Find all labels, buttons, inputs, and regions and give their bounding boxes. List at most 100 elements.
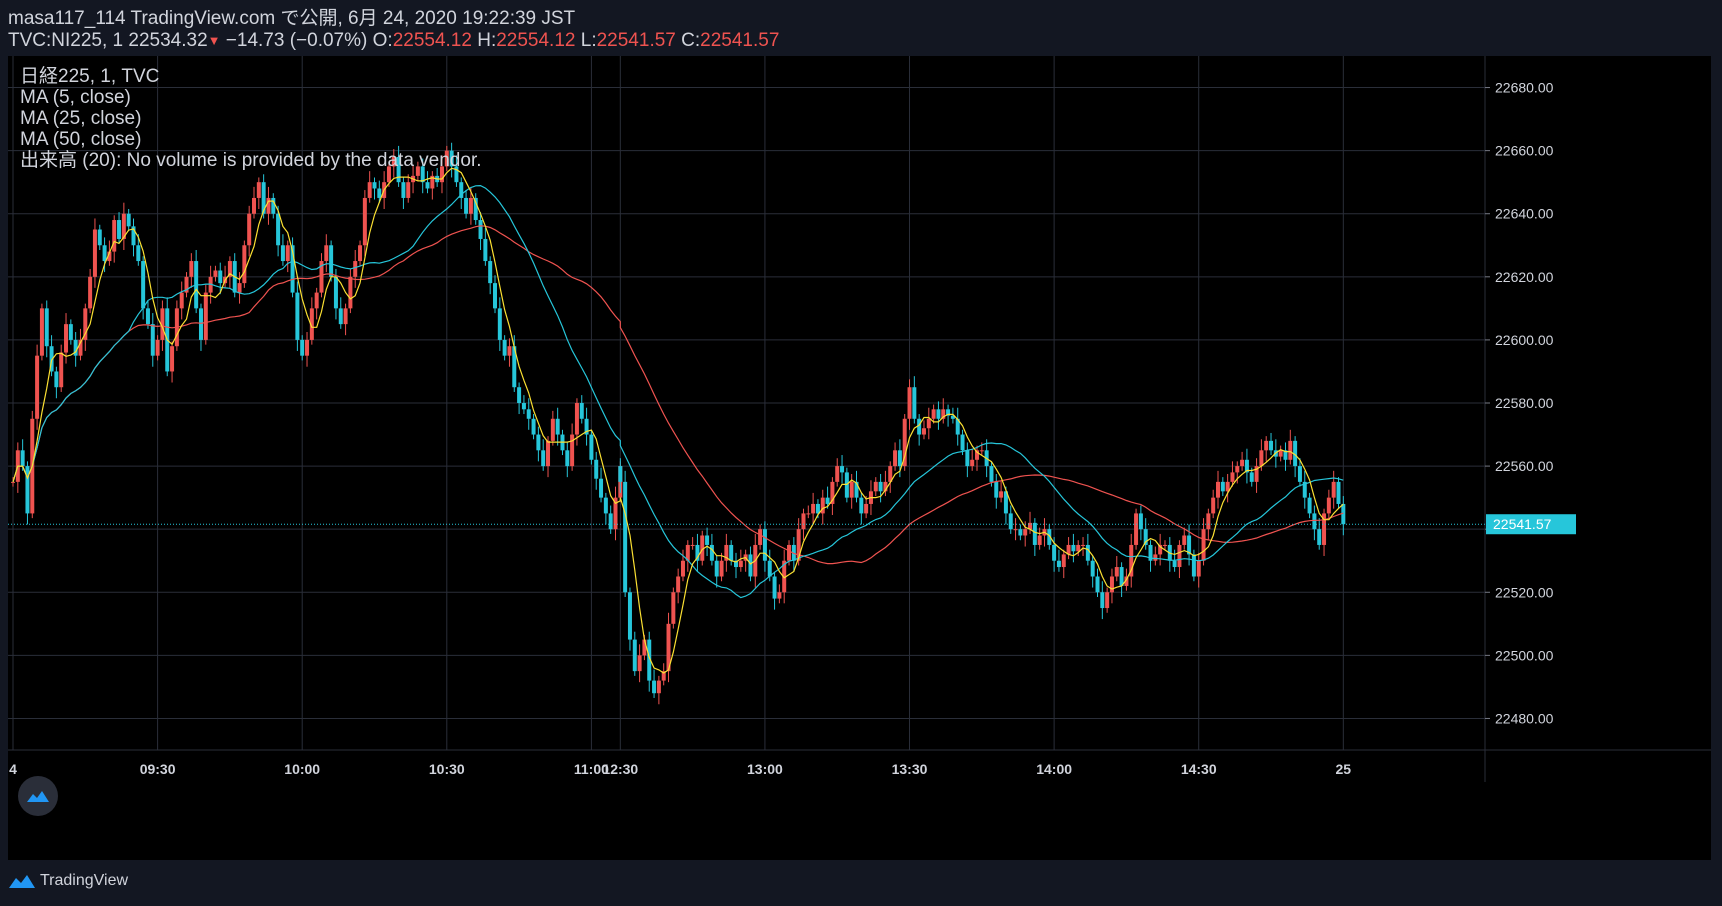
- candle-body: [955, 418, 960, 435]
- candle-body: [574, 403, 579, 435]
- candle-body: [758, 529, 763, 545]
- candle-body: [112, 220, 117, 252]
- candle-body: [150, 324, 155, 356]
- candle: [820, 489, 825, 525]
- candle: [907, 379, 912, 430]
- candle: [391, 149, 396, 178]
- candle: [444, 145, 449, 172]
- candle-body: [729, 544, 734, 561]
- candle: [926, 407, 931, 440]
- candle-body: [276, 213, 281, 246]
- candle-body: [1090, 560, 1095, 577]
- candle: [859, 492, 864, 525]
- candle: [39, 303, 44, 361]
- candle-body: [1129, 544, 1134, 577]
- candle-body: [1047, 529, 1052, 545]
- tradingview-cloud-icon[interactable]: [18, 776, 58, 816]
- candle: [459, 177, 464, 209]
- ma5-line: [12, 167, 1344, 674]
- candle: [78, 328, 83, 361]
- candle: [1056, 549, 1061, 572]
- candle: [946, 404, 951, 427]
- candle-body: [1326, 497, 1331, 514]
- candle-body: [931, 409, 936, 419]
- candle: [396, 145, 401, 187]
- candle-body: [1254, 466, 1259, 482]
- candle-body: [1312, 513, 1317, 530]
- candle-body: [1216, 481, 1220, 498]
- candle: [618, 458, 623, 493]
- candle-body: [406, 182, 411, 198]
- candle-body: [1269, 440, 1274, 451]
- chart-pane[interactable]: [8, 56, 1711, 860]
- candle-body: [367, 182, 372, 198]
- candle: [661, 663, 666, 686]
- candle-body: [811, 503, 816, 514]
- candle: [1023, 521, 1028, 547]
- candle-body: [1114, 567, 1119, 577]
- candle: [1138, 505, 1143, 541]
- price-tick-label: 22580.00: [1495, 395, 1554, 411]
- candle-body: [864, 503, 869, 514]
- candle: [247, 205, 252, 257]
- candle: [931, 404, 936, 424]
- candle: [300, 335, 305, 361]
- time-tick-label: 13:30: [892, 761, 928, 777]
- candle: [1196, 552, 1201, 588]
- candle-body: [526, 409, 531, 419]
- candle: [1008, 505, 1013, 534]
- last-price-label: 22541.57: [1493, 516, 1552, 532]
- candle: [1254, 458, 1259, 493]
- candle-body: [878, 481, 883, 492]
- candle-body: [787, 544, 792, 561]
- candle-body: [420, 166, 425, 183]
- candle: [1283, 442, 1288, 471]
- candle-body: [1191, 554, 1196, 577]
- candle-body: [1143, 529, 1148, 545]
- candle-body: [1095, 576, 1100, 593]
- candle: [878, 473, 883, 503]
- candle: [536, 426, 541, 462]
- chart-series: [11, 142, 1346, 705]
- time-tick-label: 12:30: [602, 761, 638, 777]
- candle: [1288, 429, 1293, 465]
- candle: [517, 382, 522, 415]
- candle-body: [372, 182, 377, 189]
- candle: [309, 297, 314, 345]
- candle: [488, 256, 493, 295]
- candle: [1293, 436, 1298, 478]
- candle-body: [1225, 481, 1230, 492]
- candle-body: [454, 166, 459, 183]
- candle: [970, 448, 975, 471]
- candle: [656, 675, 661, 705]
- candle: [685, 540, 690, 572]
- publish-info: masa117_114 TradingView.com で公開, 6月 24, …: [8, 8, 576, 29]
- candle-body: [88, 276, 93, 309]
- candle: [1061, 549, 1066, 579]
- candle-body: [425, 182, 430, 189]
- candle: [324, 234, 329, 273]
- candle-body: [676, 576, 681, 593]
- candle: [695, 533, 700, 572]
- candle: [420, 158, 425, 194]
- candle: [623, 470, 628, 598]
- candle-body: [844, 472, 849, 498]
- candle-body: [709, 544, 714, 561]
- candle: [338, 297, 343, 329]
- candle-body: [1177, 544, 1182, 568]
- candle: [25, 461, 30, 525]
- candle-body: [198, 308, 203, 340]
- candle-body: [1052, 544, 1057, 561]
- candle-body: [830, 481, 835, 504]
- candle: [579, 395, 584, 424]
- candle: [1191, 549, 1196, 582]
- candle: [526, 398, 531, 430]
- candle: [1230, 461, 1235, 487]
- candle: [478, 212, 483, 251]
- candle: [285, 240, 290, 273]
- candle: [271, 193, 276, 219]
- candle: [59, 344, 64, 392]
- candle-body: [946, 409, 951, 416]
- candle-body: [329, 245, 334, 277]
